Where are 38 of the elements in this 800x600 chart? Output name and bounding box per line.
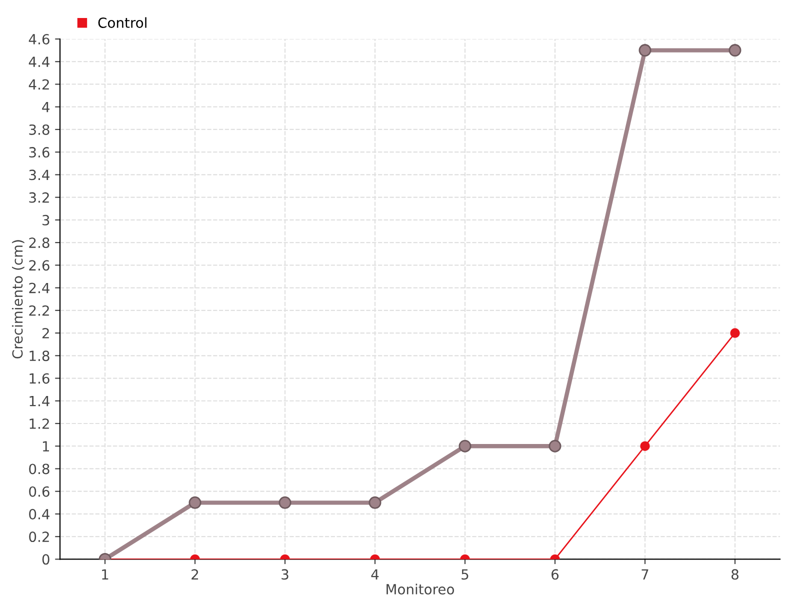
x-tick-label: 2: [192, 569, 198, 580]
x-tick-label: 5: [462, 569, 468, 580]
y-tick-label: 4.4: [28, 56, 50, 67]
y-tick-label: 0: [42, 554, 50, 565]
y-tick-label: 3.4: [29, 170, 50, 180]
x-tick-label: 1: [102, 569, 108, 580]
y-tick-label: 3: [42, 214, 50, 226]
point: [638, 44, 652, 57]
y-tick-label: 1: [42, 441, 49, 452]
y-tick-label: 0.4: [29, 508, 50, 520]
y-tick-label: 0.6: [29, 486, 50, 497]
y-tick-label: 3.6: [29, 147, 50, 158]
y-tick-label: 2: [42, 328, 49, 338]
y-tick-label: 1.8: [30, 350, 50, 362]
y-tick-label: 2.8: [29, 238, 50, 248]
y-tick-label: 2.6: [29, 260, 50, 271]
point: [730, 328, 740, 338]
y-tick-label: 2.4: [29, 282, 50, 294]
y-tick-label: 0.8: [29, 464, 50, 474]
y-tick-label: 4.2: [28, 79, 49, 90]
y-tick-label: 1.4: [30, 396, 50, 406]
y-tick-label: 0.2: [29, 532, 49, 542]
y-tick-label: 1.6: [30, 373, 50, 384]
x-tick-label: 3: [282, 569, 288, 580]
point: [728, 44, 742, 57]
x-tick-label: 4: [371, 569, 379, 580]
x-tick-label: 8: [732, 569, 738, 580]
x-axis-title: Monitoreo: [386, 584, 454, 595]
legend-label: Control: [98, 17, 146, 28]
y-tick-label: 4: [42, 102, 50, 112]
y-tick-label: 1.2: [30, 418, 49, 429]
y-tick-label: 3.2: [29, 192, 49, 203]
x-tick-label: 6: [552, 569, 559, 580]
y-tick-label: 4.6: [28, 34, 50, 44]
y-tick-label: 3.8: [29, 124, 50, 135]
y-tick-label: 2.2: [29, 305, 49, 316]
y-axis-title: Crecimiento (cm): [12, 240, 24, 358]
x-tick-label: 7: [642, 569, 648, 580]
